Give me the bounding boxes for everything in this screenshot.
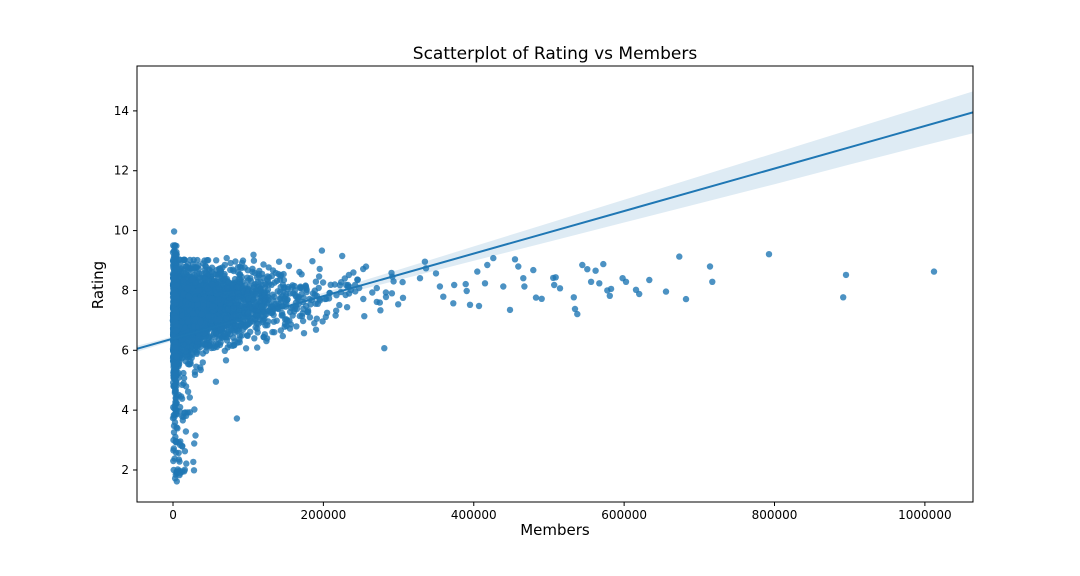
x-tick-label-5: 1000000 bbox=[898, 508, 951, 522]
x-tick-label-1: 200000 bbox=[300, 508, 346, 522]
x-axis-label: Members bbox=[520, 521, 590, 539]
y-tick-label-0: 2 bbox=[121, 463, 129, 477]
confidence-band bbox=[137, 91, 973, 352]
y-axis-label: Rating bbox=[89, 260, 107, 310]
x-tick-label-3: 600000 bbox=[601, 508, 647, 522]
y-tick-label-6: 14 bbox=[114, 104, 129, 118]
y-tick-label-3: 8 bbox=[121, 283, 129, 297]
y-tick-label-2: 6 bbox=[121, 343, 129, 357]
plot-spines bbox=[136, 65, 974, 503]
y-tick-label-5: 12 bbox=[114, 164, 129, 178]
y-tick-label-4: 10 bbox=[114, 224, 129, 238]
x-tick-label-4: 800000 bbox=[752, 508, 798, 522]
x-tick-label-2: 400000 bbox=[451, 508, 497, 522]
scatter-points bbox=[169, 228, 938, 485]
y-tick-label-1: 4 bbox=[121, 403, 129, 417]
chart-title: Scatterplot of Rating vs Members bbox=[412, 44, 698, 64]
x-tick-label-0: 0 bbox=[169, 508, 177, 522]
regression-line bbox=[137, 111, 973, 350]
